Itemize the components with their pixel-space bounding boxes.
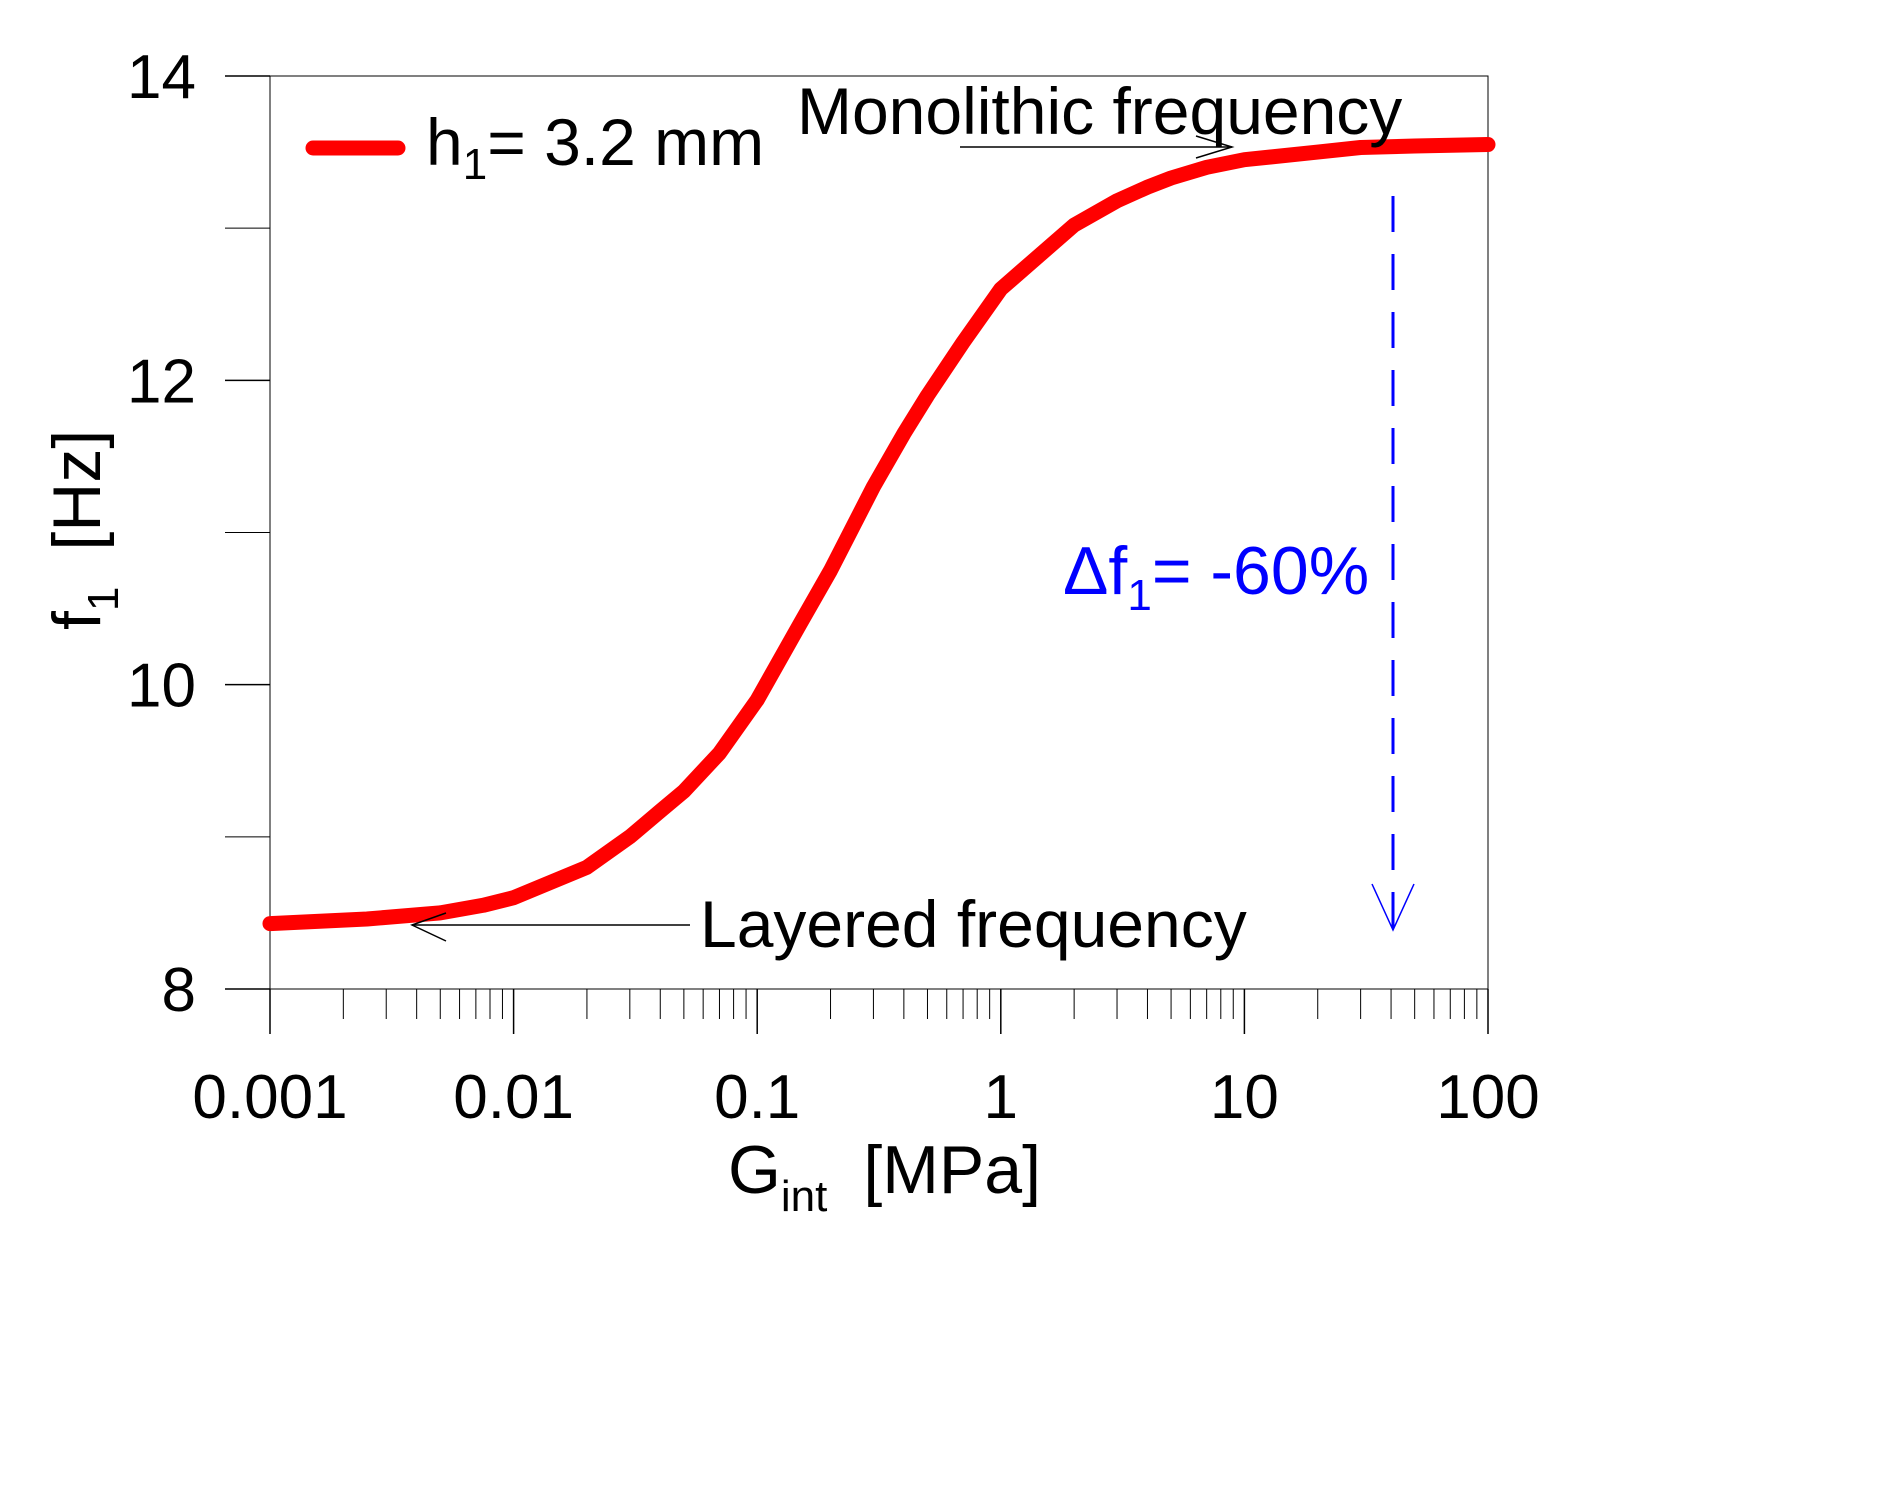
x-tick-label: 0.001 [192,1063,347,1132]
x-tick-label: 10 [1210,1063,1279,1132]
annotation-monolithic-frequency: Monolithic frequency [797,74,1402,148]
series-point [659,809,662,812]
series-point [872,485,875,488]
series-point [902,432,905,435]
series-point [1243,158,1246,161]
annotation-layered-arrow [410,912,690,942]
x-tick-label: 100 [1436,1063,1539,1132]
series-points [269,143,1489,925]
series-point [682,790,685,793]
series-point [1359,146,1362,149]
series-point [1146,186,1149,189]
series-point [718,752,721,755]
series-point [756,698,759,701]
series-point [1116,199,1119,202]
annotation-layered-frequency: Layered frequency [700,887,1247,961]
x-tick-label: 1 [984,1063,1018,1132]
annotation-delta-f1: Δf1= -60% [1063,533,1369,620]
series-point [1487,143,1489,146]
x-tick-label: 0.1 [714,1063,800,1132]
x-tick-label: 0.01 [453,1063,574,1132]
series-point [1170,176,1173,179]
series-point [439,911,442,914]
series-point [482,904,485,907]
series-line-h1-3-2mm [262,137,1496,932]
legend-label: h1= 3.2 mm [426,105,764,189]
y-axis-title: f1[Hz] [39,430,128,630]
y-tick-label: 8 [162,956,196,1025]
series-point [1316,151,1319,154]
legend: h1= 3.2 mm [305,105,764,189]
series-point [829,569,832,572]
y-tick-label: 12 [127,347,196,416]
series-point [628,835,631,838]
series-point [999,288,1002,291]
series-point [512,896,515,899]
series-point [1073,224,1076,227]
series-point [1205,166,1208,169]
series-point [799,622,802,625]
x-axis-ticks: 0.001 0.01 0.1 1 10 100 [192,989,1540,1132]
series-point [962,341,965,344]
y-tick-label: 10 [127,652,196,721]
x-axis-title: Gint [MPa] [728,1132,1041,1221]
series-point [365,918,368,921]
y-axis-ticks: 8 10 12 14 [127,43,270,1025]
series-point [1413,144,1416,147]
series-point [269,922,271,925]
series-point [926,394,929,397]
annotation-monolithic-arrow [960,135,1235,159]
series-point [585,866,588,869]
delta-arrow [1371,196,1415,932]
y-tick-label: 14 [127,43,196,112]
